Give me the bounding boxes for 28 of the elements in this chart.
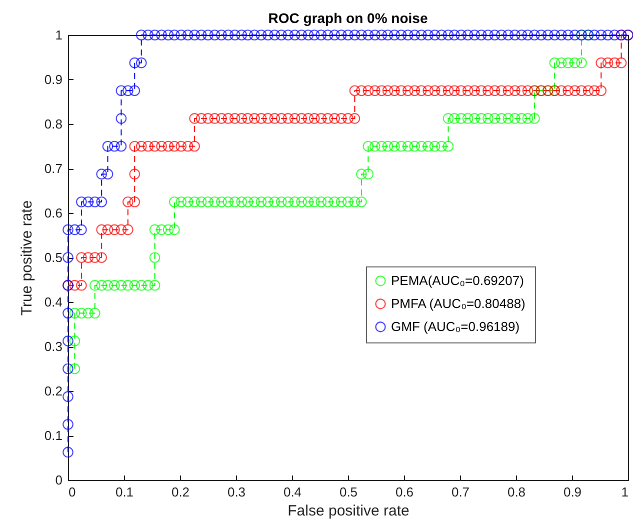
y-tick-label: 0.1 — [44, 428, 62, 443]
y-tick-label: 0.4 — [44, 294, 62, 310]
y-tick-label: 0.3 — [44, 339, 62, 354]
x-tick-label: 1 — [621, 484, 628, 500]
x-tick-label: 0 — [68, 484, 76, 500]
y-tick-label: 0 — [55, 472, 62, 488]
x-tick-label: 0.6 — [395, 484, 414, 500]
y-tick-label: 1 — [55, 28, 62, 42]
x-tick-label: 0.2 — [171, 484, 190, 500]
x-tick-label: 0.4 — [283, 484, 302, 500]
y-tick-label: 0.5 — [44, 250, 62, 265]
y-tick-label: 0.2 — [44, 384, 62, 398]
y-tick-label: 0.8 — [44, 116, 62, 132]
legend-label: PMFA (AUC₀=0.80488) — [391, 296, 526, 311]
x-tick-label: 0.3 — [227, 484, 246, 500]
y-tick-label: 0.6 — [44, 206, 62, 220]
x-tick-label: 0.7 — [451, 484, 470, 500]
y-axis-title: True positive rate — [18, 200, 36, 316]
chart-title: ROC graph on 0% noise — [268, 10, 428, 26]
x-tick-label: 0.9 — [563, 484, 582, 500]
x-tick-label: 0.8 — [507, 484, 526, 500]
y-tick-label: 0.7 — [44, 161, 62, 176]
x-axis-title: False positive rate — [288, 502, 410, 520]
y-tick-label: 0.9 — [44, 72, 62, 87]
x-tick-label: 0.5 — [339, 484, 358, 500]
x-tick-label: 0.1 — [115, 484, 134, 500]
legend-label: GMF (AUC₀=0.96189) — [391, 318, 520, 334]
legend-label: PEMA(AUC₀=0.69207) — [391, 272, 524, 288]
